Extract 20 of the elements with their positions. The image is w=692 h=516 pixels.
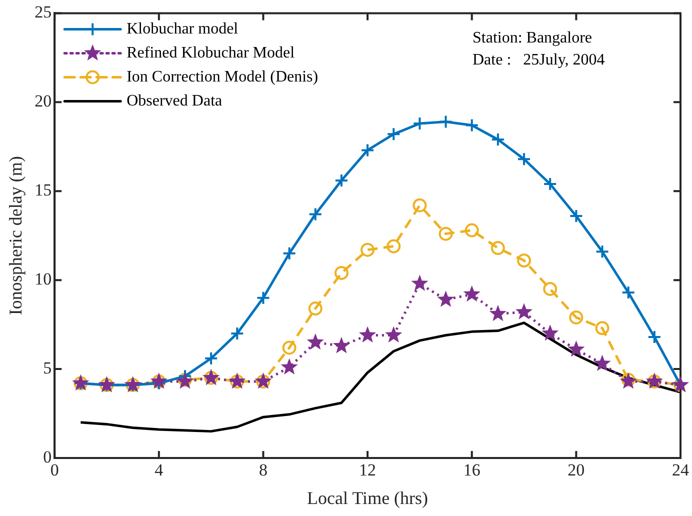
legend-label: Observed Data — [126, 92, 222, 110]
x-tick-label: 4 — [154, 460, 164, 480]
legend-label: Klobuchar model — [126, 20, 239, 38]
annotation: Station: Bangalore — [472, 29, 592, 46]
y-tick-label: 20 — [34, 92, 52, 111]
y-tick-label: 25 — [34, 2, 52, 22]
y-tick-label: 5 — [43, 358, 52, 378]
annotation: Date : 25July, 2004 — [472, 51, 605, 68]
legend-label: Refined Klobuchar Model — [126, 44, 296, 62]
legend-label: Ion Correction Model (Denis) — [126, 68, 318, 86]
y-tick-label: 15 — [34, 180, 52, 200]
x-tick-label: 12 — [359, 460, 376, 480]
y-tick-label: 10 — [34, 270, 52, 289]
x-axis-title: Local Time (hrs) — [307, 488, 428, 508]
y-tick-label: 0 — [43, 447, 52, 466]
x-tick-label: 20 — [568, 460, 585, 480]
x-tick-label: 24 — [672, 460, 690, 480]
x-tick-label: 8 — [258, 460, 268, 480]
y-axis-title: Ionospheric delay (m) — [6, 156, 26, 316]
x-tick-label: 16 — [463, 460, 480, 480]
